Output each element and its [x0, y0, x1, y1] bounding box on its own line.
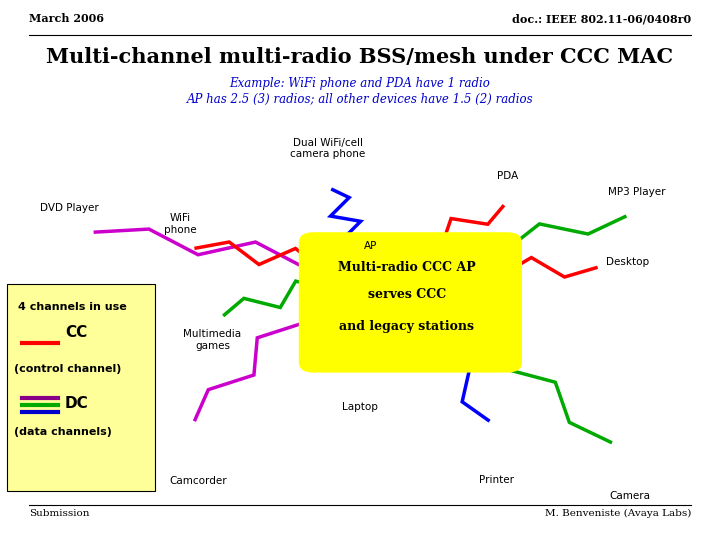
- Text: HDTV: HDTV: [76, 289, 104, 299]
- Text: (data channels): (data channels): [14, 427, 112, 437]
- Text: doc.: IEEE 802.11-06/0408r0: doc.: IEEE 802.11-06/0408r0: [512, 14, 691, 24]
- FancyBboxPatch shape: [7, 284, 155, 491]
- Text: Multi-radio CCC AP: Multi-radio CCC AP: [338, 261, 476, 274]
- Text: serves CCC: serves CCC: [368, 288, 446, 301]
- Text: Dual WiFi/cell
camera phone: Dual WiFi/cell camera phone: [290, 138, 365, 159]
- Text: AP has 2.5 (3) radios; all other devices have 1.5 (2) radios: AP has 2.5 (3) radios; all other devices…: [186, 93, 534, 106]
- Text: and legacy stations: and legacy stations: [339, 320, 474, 333]
- Text: CC: CC: [65, 325, 87, 340]
- Text: Desktop: Desktop: [606, 257, 649, 267]
- Text: M. Benveniste (Avaya Labs): M. Benveniste (Avaya Labs): [545, 509, 691, 517]
- Text: DVD Player: DVD Player: [40, 203, 99, 213]
- Text: Multi-channel multi-radio BSS/mesh under CCC MAC: Multi-channel multi-radio BSS/mesh under…: [46, 46, 674, 67]
- Text: WiFi
phone: WiFi phone: [163, 213, 197, 235]
- Text: (control channel): (control channel): [14, 364, 122, 375]
- Text: March 2006: March 2006: [29, 14, 104, 24]
- Text: AP: AP: [364, 241, 377, 251]
- Text: Camera: Camera: [610, 491, 650, 502]
- Text: Camcorder: Camcorder: [169, 476, 227, 487]
- Text: Laptop: Laptop: [342, 402, 378, 413]
- Text: 4 channels in use: 4 channels in use: [18, 302, 127, 313]
- Text: Multimedia
games: Multimedia games: [184, 329, 241, 351]
- Text: Submission: Submission: [29, 509, 89, 517]
- Text: PDA: PDA: [497, 171, 518, 181]
- Text: DC: DC: [65, 396, 89, 411]
- Text: Printer: Printer: [480, 475, 514, 485]
- Text: Example: WiFi phone and PDA have 1 radio: Example: WiFi phone and PDA have 1 radio: [230, 77, 490, 90]
- FancyBboxPatch shape: [299, 232, 522, 373]
- Text: MP3 Player: MP3 Player: [608, 187, 666, 197]
